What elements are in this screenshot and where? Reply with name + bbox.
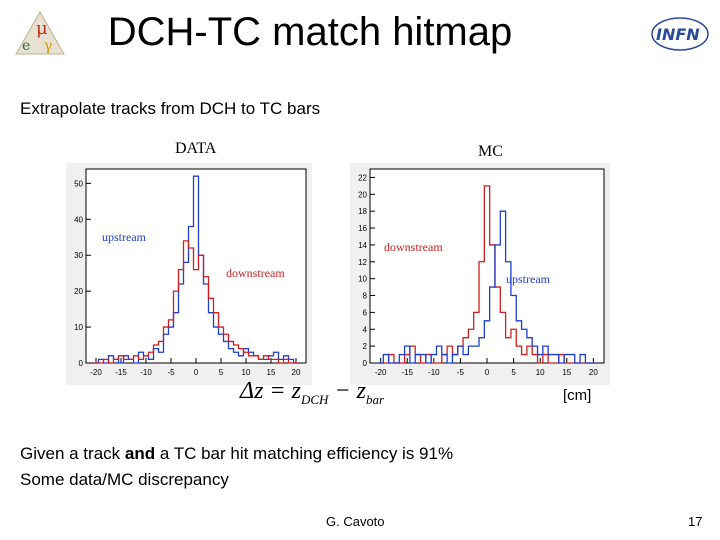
x-tick-label: 5: [511, 368, 516, 377]
bullet-discrepancy: Some data/MC discrepancy: [20, 470, 229, 489]
formula-sub-bar: bar: [365, 391, 385, 407]
svg-text:γ: γ: [44, 38, 52, 54]
formula-lhs: Δz = z: [240, 378, 301, 404]
y-tick-label: 8: [363, 292, 368, 301]
formula-sub-dch: DCH: [300, 391, 329, 407]
histogram-upstream: [377, 210, 597, 364]
x-tick-label: 20: [589, 368, 598, 377]
y-tick-label: 14: [358, 241, 367, 250]
y-tick-label: 0: [363, 359, 368, 368]
x-tick-label: 10: [536, 368, 545, 377]
data-plot-title: DATA: [175, 140, 217, 157]
delta-z-formula: Δz = zDCH − zbar: [240, 378, 384, 408]
x-tick-label: -20: [375, 368, 387, 377]
legend-upstream: upstream: [506, 272, 551, 286]
legend-downstream: downstream: [384, 240, 443, 254]
y-tick-label: 6: [363, 308, 368, 317]
y-tick-label: 2: [363, 342, 368, 351]
x-tick-label: -5: [167, 368, 175, 377]
y-tick-label: 16: [358, 224, 367, 233]
y-tick-label: 22: [358, 173, 367, 182]
x-tick-label: 15: [562, 368, 571, 377]
plot-frame: [369, 168, 605, 364]
svg-text:e: e: [22, 38, 30, 54]
subtitle: Extrapolate tracks from DCH to TC bars: [20, 99, 321, 118]
x-tick-label: 15: [267, 368, 276, 377]
y-tick-label: 20: [74, 287, 83, 296]
y-tick-label: 40: [74, 215, 83, 224]
y-tick-label: 12: [358, 258, 367, 267]
x-tick-label: 5: [219, 368, 224, 377]
x-tick-label: -15: [115, 368, 127, 377]
legend-downstream: downstream: [226, 266, 285, 280]
y-tick-label: 50: [74, 179, 83, 188]
formula-mid: − z: [328, 378, 366, 404]
y-tick-label: 0: [79, 359, 84, 368]
y-tick-label: 18: [358, 207, 367, 216]
y-tick-label: 20: [358, 190, 367, 199]
unit-label: [cm]: [563, 387, 592, 404]
x-tick-label: 0: [485, 368, 490, 377]
x-tick-label: -20: [90, 368, 102, 377]
data-histogram: -20 -15 -10 -5 0 5 10 15 20 0 10 20 30 40 50 upstream do…: [66, 163, 312, 385]
legend-upstream: upstream: [102, 230, 147, 244]
plot-frame: [85, 168, 307, 364]
y-tick-label: 4: [363, 325, 368, 334]
bullet1-post: a TC bar hit matching efficiency is 91%: [155, 444, 454, 463]
mu-logo: μ e γ: [14, 10, 66, 61]
y-tick-label: 30: [74, 251, 83, 260]
x-tick-label: 10: [242, 368, 251, 377]
x-tick-label: -10: [140, 368, 152, 377]
infn-logo-text: INFN: [656, 25, 700, 44]
histogram-downstream: [93, 240, 299, 364]
infn-logo: INFN: [650, 14, 710, 59]
x-tick-label: -5: [457, 368, 465, 377]
page-number: 17: [688, 514, 703, 529]
svg-text:μ: μ: [36, 18, 48, 39]
y-tick-label: 10: [74, 323, 83, 332]
mc-histogram: -20 -15 -10 -5 0 5 10 15 20 0 2 4 6 8 10 12 14 16 18 20 22 do…: [350, 163, 610, 385]
mc-plot-title: MC: [478, 143, 503, 160]
x-tick-label: -15: [401, 368, 413, 377]
bullet1-pre: Given a track: [20, 444, 125, 463]
bullet1-bold: and: [124, 444, 156, 463]
x-tick-label: 20: [292, 368, 301, 377]
bullet-efficiency: Given a track and a TC bar hit matching …: [20, 444, 453, 464]
y-tick-label: 10: [358, 275, 367, 284]
slide-title: DCH-TC match hitmap: [107, 10, 513, 54]
x-tick-label: 0: [194, 368, 199, 377]
x-tick-label: -10: [428, 368, 440, 377]
author: G. Cavoto: [326, 514, 385, 529]
